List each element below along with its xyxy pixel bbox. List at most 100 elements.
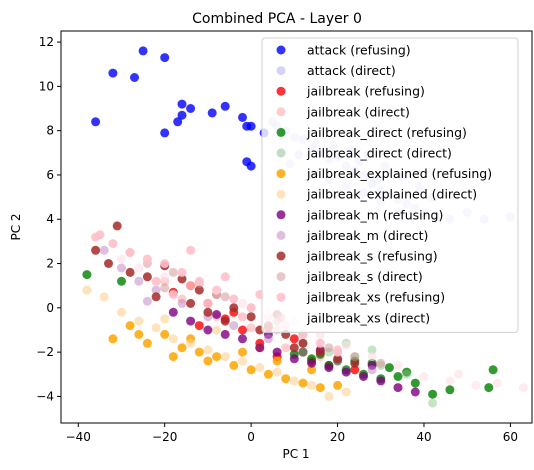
scatter-point [220, 329, 230, 339]
y-tick-label: 10 [39, 79, 54, 93]
scatter-point [384, 363, 394, 373]
scatter-point [298, 378, 308, 388]
x-axis-label: PC 1 [282, 447, 309, 461]
scatter-point [376, 376, 386, 386]
legend-label: jailbreak (direct) [306, 104, 410, 119]
scatter-point [263, 334, 273, 344]
legend-marker [276, 169, 286, 179]
legend-label: jailbreak_s (direct) [306, 269, 423, 284]
scatter-point [238, 334, 247, 344]
scatter-point [177, 274, 187, 284]
scatter-point [445, 376, 455, 386]
legend-marker [276, 148, 286, 158]
scatter-point [307, 358, 317, 368]
scatter-point [160, 53, 170, 63]
scatter-point [112, 221, 122, 231]
scatter-point [350, 358, 360, 368]
scatter-point [186, 245, 196, 255]
scatter-point [142, 296, 152, 306]
scatter-point [428, 398, 438, 408]
y-tick-label: 8 [46, 124, 54, 138]
scatter-point [207, 108, 217, 118]
scatter-point [212, 290, 222, 299]
legend: attack (refusing) attack (direct) jailbrea… [261, 37, 519, 333]
scatter-point [229, 321, 239, 331]
scatter-point [104, 259, 113, 268]
scatter-point [177, 99, 187, 109]
scatter-point [272, 347, 282, 357]
legend-label: jailbreak_m (refusing) [306, 207, 443, 222]
scatter-point [151, 292, 161, 302]
scatter-point [238, 312, 247, 322]
scatter-point [393, 360, 403, 370]
scatter-point [428, 389, 438, 399]
x-axis: −40 −20 0 20 40 60 [66, 423, 518, 444]
scatter-point [333, 380, 343, 390]
scatter-point [255, 363, 265, 373]
scatter-point [246, 161, 256, 171]
legend-label: attack (direct) [307, 63, 396, 78]
scatter-point [134, 263, 144, 273]
scatter-point [341, 367, 351, 377]
scatter-point [99, 245, 109, 255]
scatter-point [151, 285, 161, 295]
scatter-point [272, 356, 282, 366]
scatter-point [212, 352, 222, 362]
y-axis-label: PC 2 [9, 213, 23, 240]
scatter-point [160, 128, 170, 138]
scatter-point [168, 290, 178, 299]
scatter-point [203, 356, 213, 366]
scatter-point [246, 312, 256, 322]
scatter-point [108, 334, 118, 344]
legend-marker [276, 189, 286, 199]
scatter-point [376, 358, 386, 368]
scatter-point [160, 314, 170, 324]
scatter-point [95, 230, 105, 240]
scatter-point [281, 343, 291, 353]
scatter-point [142, 338, 152, 348]
y-tick-label: 0 [46, 301, 54, 315]
scatter-point [307, 365, 317, 375]
scatter-point [289, 376, 299, 386]
legend-label: jailbreak_explained (refusing) [306, 166, 492, 181]
x-tick-label: −20 [152, 430, 177, 444]
y-tick-label: 6 [46, 168, 54, 182]
scatter-point [341, 341, 351, 350]
scatter-point [229, 303, 239, 313]
scatter-point [99, 292, 109, 302]
scatter-point [410, 387, 420, 397]
scatter-point [91, 117, 101, 127]
scatter-point [289, 334, 299, 344]
scatter-point [324, 343, 334, 353]
scatter-point [410, 378, 420, 388]
legend-marker [276, 210, 286, 220]
y-tick-label: 2 [46, 257, 54, 271]
scatter-point [246, 323, 256, 333]
scatter-point [82, 285, 92, 295]
y-axis: −4 −2 0 2 4 6 8 10 12 [36, 35, 61, 403]
scatter-point [315, 347, 325, 357]
legend-label: jailbreak_explained (direct) [306, 187, 477, 202]
scatter-point [298, 347, 308, 357]
scatter-point [138, 46, 148, 56]
scatter-point [246, 365, 256, 375]
x-tick-label: 60 [503, 430, 518, 444]
scatter-point [108, 68, 118, 78]
scatter-point [134, 329, 144, 339]
scatter-point [307, 380, 317, 390]
scatter-point [393, 383, 403, 393]
scatter-point [255, 343, 265, 353]
scatter-point [108, 239, 118, 249]
scatter-point [238, 347, 247, 357]
scatter-point [125, 248, 135, 257]
scatter-point [186, 104, 196, 113]
scatter-point [173, 117, 183, 127]
x-tick-label: 0 [247, 430, 255, 444]
scatter-point [194, 285, 204, 295]
scatter-point [518, 383, 528, 393]
scatter-point [160, 283, 170, 293]
scatter-point [281, 374, 291, 384]
scatter-point [168, 307, 178, 317]
scatter-point [289, 354, 299, 364]
